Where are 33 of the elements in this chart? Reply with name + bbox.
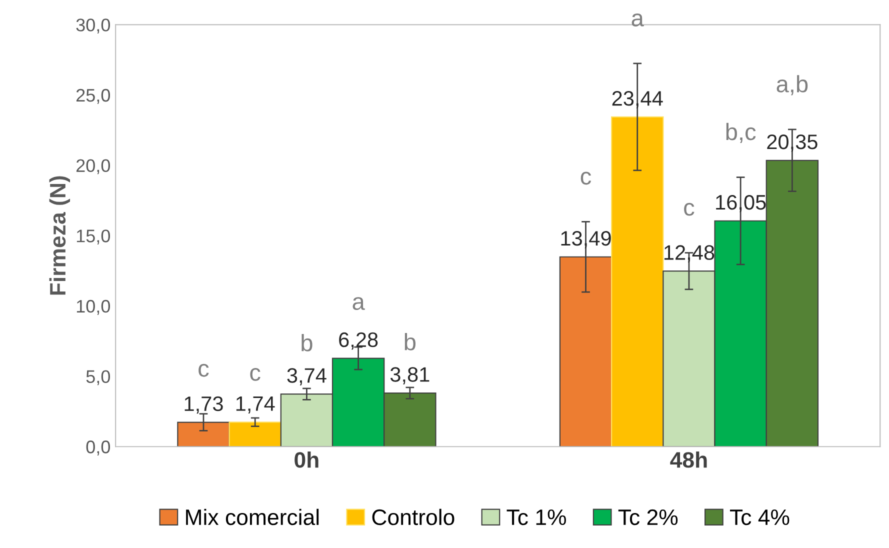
legend-label: Tc 4% (730, 510, 790, 526)
annotation: a (632, 14, 644, 26)
bar (611, 116, 664, 447)
y-tick-label: 5,0 (86, 370, 110, 386)
x-tick-label: 0h (294, 451, 318, 468)
annotation: c (684, 202, 694, 216)
bar (228, 422, 282, 447)
y-tick-label: 0,0 (86, 440, 110, 456)
y-axis-title: Firmeza (N) (49, 176, 70, 295)
legend-label: Tc 1% (506, 510, 566, 526)
y-tick-label: 15,0 (76, 230, 110, 244)
data-label: 6,28 (339, 332, 378, 350)
annotation: b,c (726, 122, 756, 144)
legend-label: Controlo (372, 508, 454, 526)
y-tick-label: 10,0 (76, 300, 110, 315)
data-label: 1,74 (236, 396, 275, 414)
annotation: c (250, 368, 260, 381)
x-tick-label: 48h (670, 451, 707, 468)
annotation: a (352, 297, 365, 310)
legend-label: Mix comercial (186, 508, 319, 526)
annotation: c (198, 364, 209, 377)
annotation: b (302, 334, 312, 352)
y-tick-label: 30,0 (76, 18, 110, 34)
y-tick-label: 25,0 (76, 88, 110, 104)
legend-label: Tc 2% (618, 509, 678, 526)
annotation: b (404, 333, 416, 350)
y-tick-label: 20,0 (76, 159, 110, 174)
data-label: 3,74 (287, 368, 326, 386)
data-label: 12,48 (664, 245, 714, 262)
data-label: 1,73 (184, 396, 223, 414)
annotation: c (580, 172, 592, 185)
data-label: 3,81 (390, 367, 430, 384)
annotation: a,b (776, 75, 808, 96)
